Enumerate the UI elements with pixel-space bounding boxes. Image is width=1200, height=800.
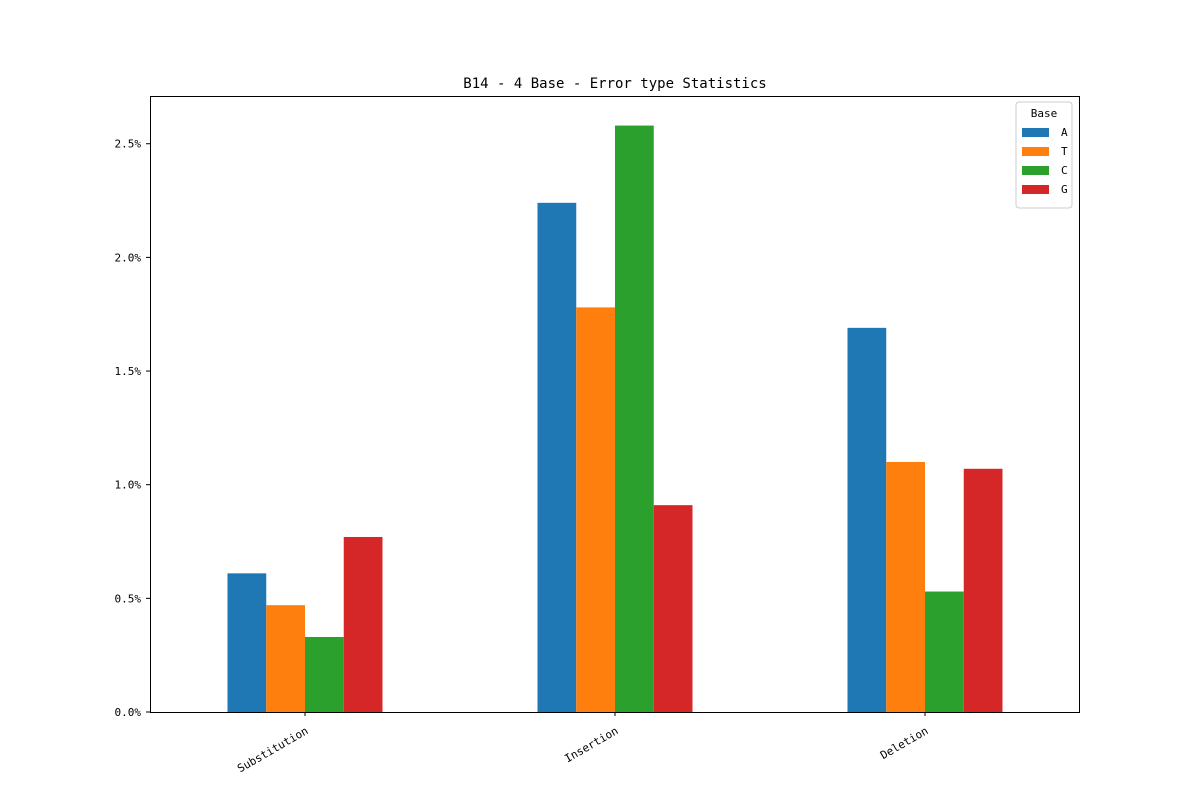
legend-swatch-t [1022,147,1049,156]
bar-a-substitution [227,573,267,712]
legend-swatch-c [1022,166,1049,175]
y-tick-label: 2.0% [115,251,142,264]
bar-g-insertion [653,505,693,712]
chart-title: B14 - 4 Base - Error type Statistics [463,76,766,92]
legend-label-g: G [1061,183,1068,196]
legend-swatch-g [1022,185,1049,194]
legend-label-a: A [1061,126,1068,139]
legend-title: Base [1031,107,1058,120]
bar-c-substitution [305,636,344,712]
y-tick-label: 2.5% [115,138,142,151]
bar-c-insertion [615,125,654,713]
bar-t-insertion [576,307,615,712]
bar-a-deletion [847,327,887,712]
y-tick-label: 0.0% [115,706,142,719]
bar-t-deletion [886,461,925,712]
y-axis: 0.0% 0.5% 1.0% 1.5% 2.0% 2.5% [115,138,150,719]
x-tick-label: Insertion [562,724,620,765]
plot-area [227,125,1003,713]
x-tick-label: Deletion [878,724,930,762]
bar-g-deletion [963,468,1003,712]
x-axis: Substitution Insertion Deletion [235,712,931,775]
bar-a-insertion [537,202,577,712]
x-tick-label: Substitution [235,724,310,775]
plot-frame [150,96,1080,713]
y-tick-label: 0.5% [115,592,142,605]
bar-c-deletion [925,591,964,712]
y-tick-label: 1.0% [115,479,142,492]
bar-t-substitution [266,605,305,712]
legend-swatch-a [1022,128,1049,137]
bar-g-substitution [343,536,383,712]
legend-label-t: T [1061,145,1068,158]
legend-label-c: C [1061,164,1068,177]
y-tick-label: 1.5% [115,365,142,378]
